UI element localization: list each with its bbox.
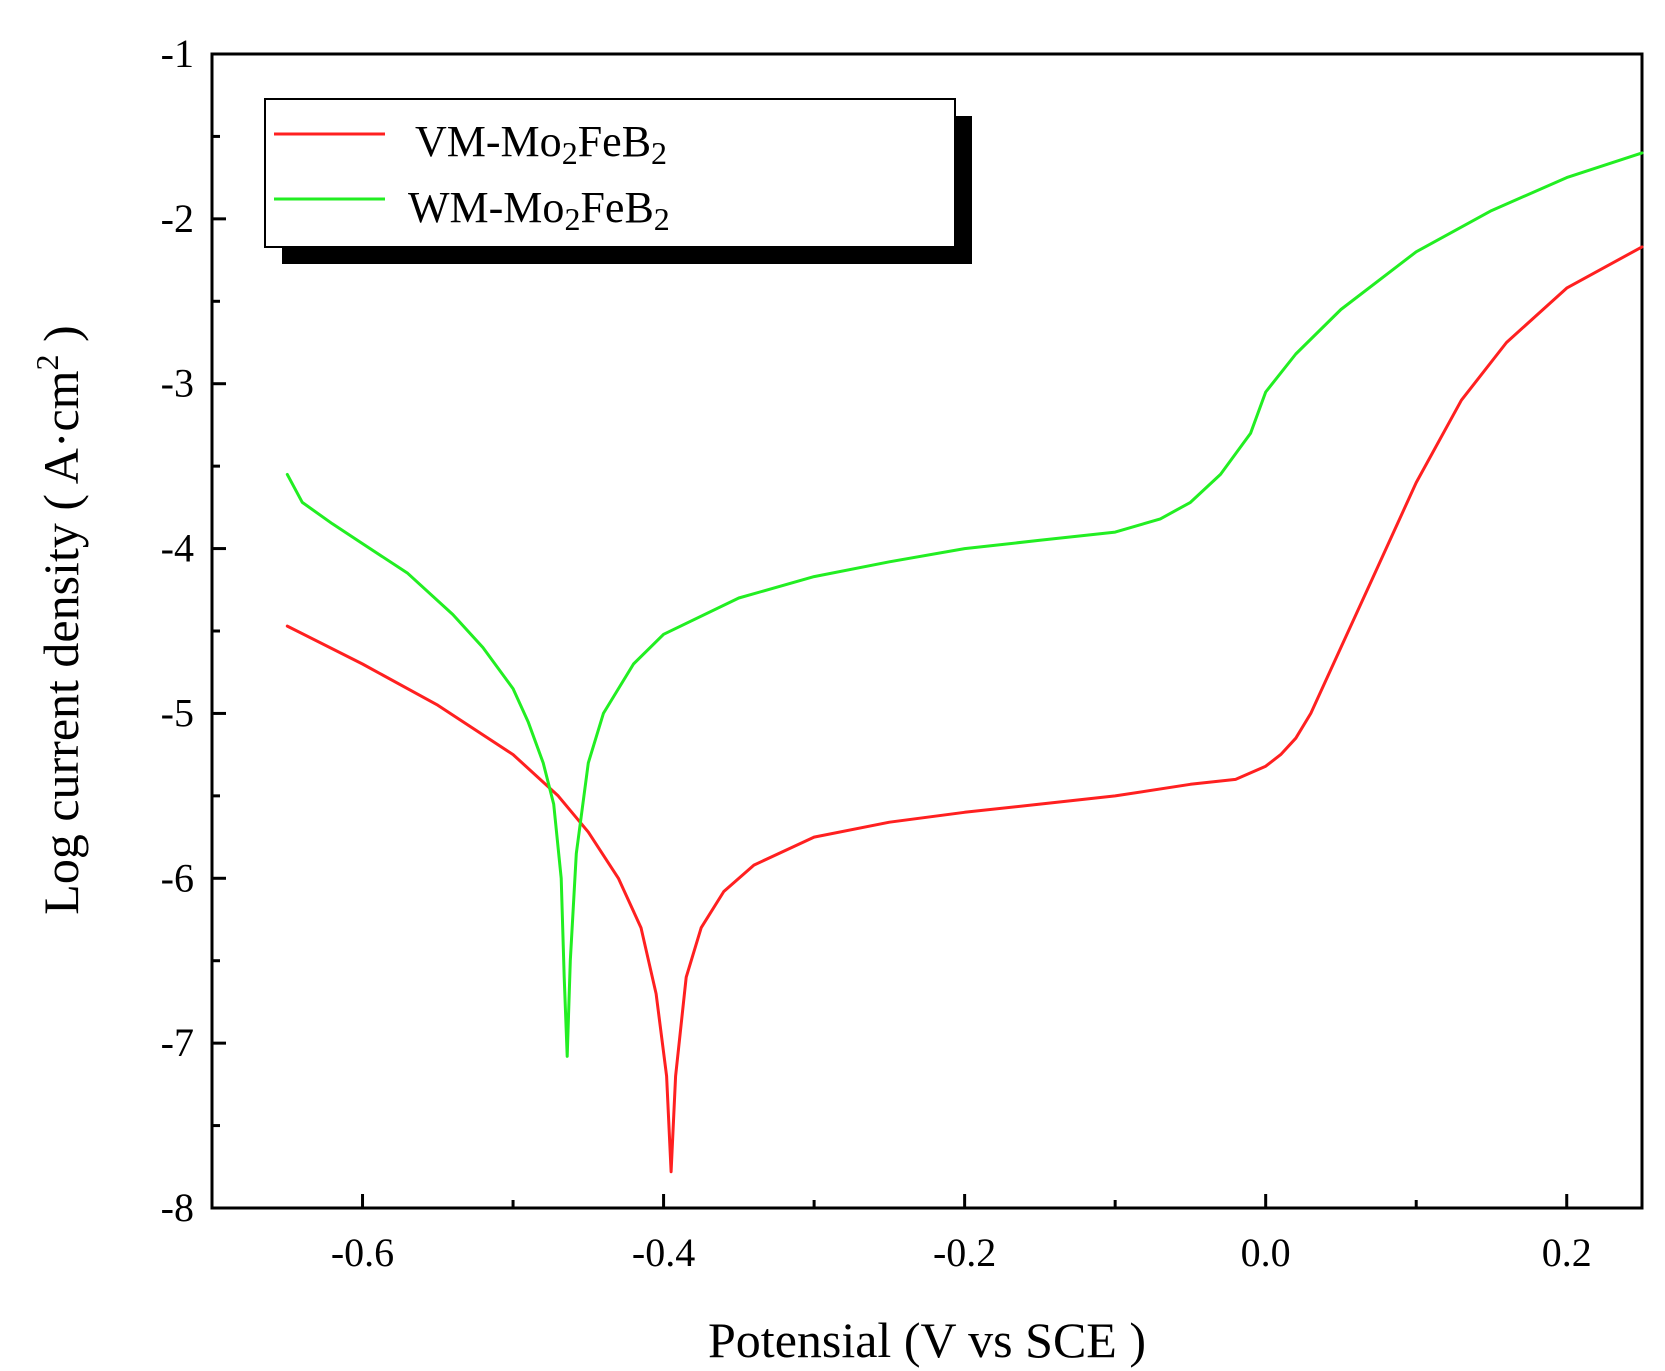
x-axis-title: Potensial (V vs SCE )	[708, 1312, 1146, 1368]
legend: VM-Mo2FeB2 WM-Mo2FeB2	[264, 98, 972, 264]
x-tick-label: 0.0	[1241, 1230, 1291, 1275]
x-tick-label: -0.4	[632, 1230, 695, 1275]
series-line-vm-mo2feb2	[285, 245, 1644, 1174]
y-tick-label: -8	[161, 1185, 194, 1230]
series-layer	[285, 151, 1644, 1174]
y-axis-title: Log current density ( A·cm2 )	[29, 325, 89, 914]
y-tick-label: -1	[161, 31, 194, 76]
ticks-layer: -0.6 -0.4 -0.2 0.0 0.2 -1 -2 -3 -4 -5 -6 -7 -8	[161, 31, 1592, 1275]
y-tick-label: -6	[161, 855, 194, 900]
x-tick-label: 0.2	[1542, 1230, 1592, 1275]
y-tick-label: -4	[161, 526, 194, 571]
legend-box	[264, 98, 956, 248]
y-tick-label: -7	[161, 1020, 194, 1065]
legend-label-vm: VM-Mo2FeB2	[415, 117, 667, 171]
x-tick-label: -0.6	[331, 1230, 394, 1275]
y-tick-label: -3	[161, 361, 194, 406]
y-tick-label: -2	[161, 196, 194, 241]
y-tick-label: -5	[161, 690, 194, 735]
series-line-wm-mo2feb2	[285, 151, 1644, 1058]
x-tick-label: -0.2	[933, 1230, 996, 1275]
legend-label-wm: WM-Mo2FeB2	[408, 183, 670, 237]
